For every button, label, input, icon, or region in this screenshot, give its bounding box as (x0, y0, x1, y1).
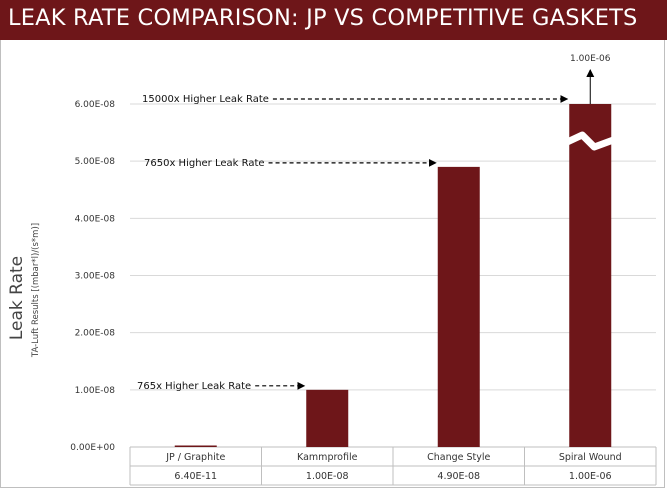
title-bar: LEAK RATE COMPARISON: JP VS COMPETITIVE … (0, 0, 667, 40)
y-axis-sublabel: TA-Luft Results [(mbar*l)/(s*m)] (31, 223, 41, 358)
offscale-value-label: 1.00E-06 (570, 54, 611, 64)
chart-frame (0, 40, 665, 488)
x-category-label: Spiral Wound (559, 452, 622, 463)
bar-jp-graphite (174, 445, 217, 447)
axis-break-mark (565, 131, 615, 151)
chart-title: LEAK RATE COMPARISON: JP VS COMPETITIVE … (8, 5, 638, 31)
value-label: 1.00E-08 (306, 471, 349, 482)
y-tick-label: 3.00E-08 (75, 272, 116, 282)
y-tick-label: 6.00E-08 (75, 100, 116, 110)
bar-spiral-wound (569, 104, 612, 447)
y-tick-label: 2.00E-08 (75, 329, 116, 339)
value-label: 4.90E-08 (437, 471, 480, 482)
bar-change-style (437, 166, 480, 447)
y-tick-label: 1.00E-08 (75, 386, 116, 396)
x-category-label: Kammprofile (297, 452, 358, 463)
x-category-label: Change Style (427, 452, 490, 463)
bar-kammprofile (306, 389, 349, 447)
value-label: 6.40E-11 (174, 471, 217, 482)
x-category-label: JP / Graphite (165, 452, 225, 463)
y-tick-label: 5.00E-08 (75, 157, 116, 167)
y-tick-label: 4.00E-08 (75, 214, 116, 224)
annotation-label: 765x Higher Leak Rate (137, 381, 251, 392)
annotation-label: 15000x Higher Leak Rate (142, 94, 269, 105)
y-axis-label: Leak Rate (7, 256, 27, 340)
value-label: 1.00E-06 (569, 471, 612, 482)
y-tick-label: 0.00E+00 (70, 443, 115, 453)
annotation-label: 7650x Higher Leak Rate (144, 158, 265, 169)
